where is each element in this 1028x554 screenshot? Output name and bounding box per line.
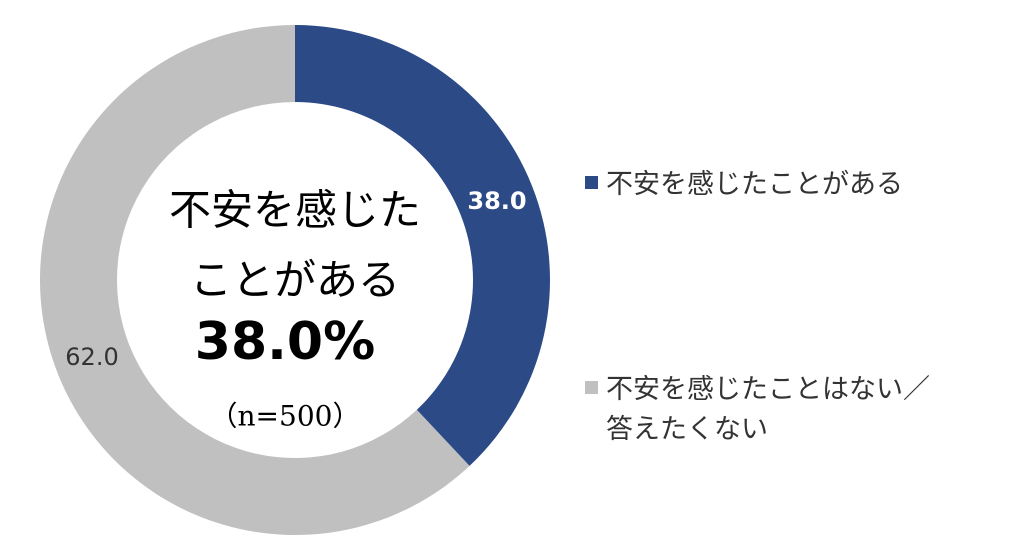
center-note: （n=500）	[210, 400, 361, 433]
center-text: ことがある	[190, 256, 400, 305]
donut-segment	[40, 25, 470, 535]
legend-item: 不安を感じたことがある	[585, 165, 951, 205]
legend-item: 不安を感じたことはない／答えたくない	[585, 370, 951, 450]
center-text: 不安を感じた	[169, 186, 421, 235]
legend-swatch	[585, 381, 598, 394]
legend-label: 不安を感じたことはない／答えたくない	[606, 374, 930, 445]
center-value: 38.0%	[195, 312, 375, 372]
legend-swatch	[585, 176, 598, 189]
legend-label: 不安を感じたことがある	[606, 169, 903, 200]
donut-segment	[295, 25, 550, 466]
data-label: 38.0	[467, 187, 526, 215]
data-label: 62.0	[65, 343, 118, 371]
